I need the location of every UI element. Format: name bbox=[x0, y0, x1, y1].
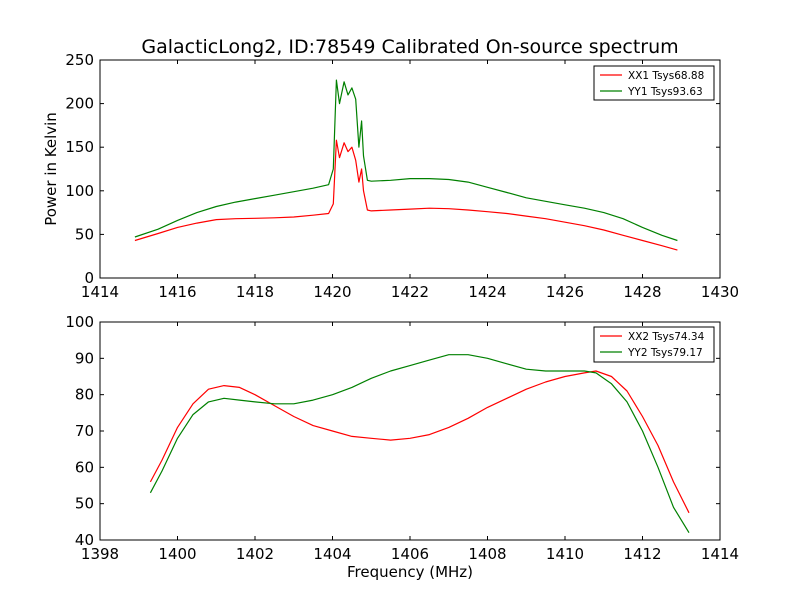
y-tick-label: 50 bbox=[75, 495, 94, 513]
y-tick-label: 250 bbox=[65, 51, 94, 69]
x-tick-label: 1398 bbox=[81, 545, 119, 563]
figure-title: GalacticLong2, ID:78549 Calibrated On-so… bbox=[141, 36, 678, 58]
x-tick-label: 1426 bbox=[546, 283, 584, 301]
y-tick-label: 60 bbox=[75, 458, 94, 476]
plot-bottom: 1398 1400 1402 1404 1406 1408 1410 1412 1414 40 50… bbox=[65, 313, 739, 581]
x-tick-label: 1400 bbox=[158, 545, 196, 563]
y-axis-label: Power in Kelvin bbox=[42, 112, 60, 226]
y-tick-label: 100 bbox=[65, 313, 94, 331]
x-tick-label: 1424 bbox=[468, 283, 506, 301]
x-axis-label: Frequency (MHz) bbox=[347, 563, 473, 581]
x-tick-label: 1414 bbox=[81, 283, 119, 301]
legend-box bbox=[593, 326, 715, 363]
legend-label-2: YY1 Tsys93.63 bbox=[627, 86, 703, 98]
legend: XX1 Tsys68.88 YY1 Tsys93.63 bbox=[593, 65, 715, 101]
x-tick-label: 1402 bbox=[236, 545, 274, 563]
legend-label-1: XX2 Tsys74.34 bbox=[628, 331, 705, 343]
x-tick-label: 1430 bbox=[701, 283, 739, 301]
legend-label-1: XX1 Tsys68.88 bbox=[628, 70, 704, 82]
x-tick-label: 1428 bbox=[623, 283, 661, 301]
x-tick-label: 1408 bbox=[468, 545, 506, 563]
x-tick-label: 1412 bbox=[623, 545, 661, 563]
x-tick-label: 1420 bbox=[313, 283, 351, 301]
x-tick-label: 1422 bbox=[391, 283, 429, 301]
y-tick-label: 200 bbox=[65, 95, 94, 113]
series-line-2 bbox=[134, 79, 678, 242]
series-line-1 bbox=[149, 370, 690, 514]
y-tick-label: 90 bbox=[75, 349, 94, 367]
x-tick-label: 1418 bbox=[236, 283, 274, 301]
y-tick-label: 70 bbox=[75, 422, 94, 440]
legend-label-2: YY2 Tsys79.17 bbox=[627, 347, 703, 359]
y-tick-label: 50 bbox=[75, 225, 94, 243]
legend: XX2 Tsys74.34 YY2 Tsys79.17 bbox=[593, 326, 715, 363]
y-tick-label: 40 bbox=[75, 531, 94, 549]
x-tick-label: 1406 bbox=[391, 545, 429, 563]
plot-top: 1414 1416 1418 1420 1422 1424 1426 1428 1430 0 50 1… bbox=[42, 51, 739, 301]
y-tick-label: 80 bbox=[75, 386, 94, 404]
x-tick-label: 1414 bbox=[701, 545, 739, 563]
y-tick-label: 0 bbox=[84, 269, 94, 287]
series-line-2 bbox=[149, 354, 690, 534]
x-tick-label: 1416 bbox=[158, 283, 196, 301]
x-tick-label: 1404 bbox=[313, 545, 351, 563]
y-tick-label: 100 bbox=[65, 182, 94, 200]
y-tick-label: 150 bbox=[65, 138, 94, 156]
series-line-1 bbox=[134, 139, 678, 251]
legend-box bbox=[593, 65, 715, 101]
x-tick-label: 1410 bbox=[546, 545, 584, 563]
